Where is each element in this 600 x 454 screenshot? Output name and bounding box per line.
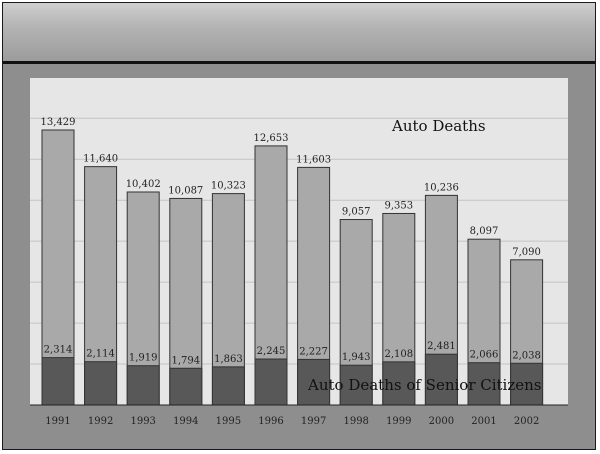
x-tick-label: 1992 [88, 416, 113, 427]
x-tick-label: 1997 [301, 416, 326, 427]
annotation-auto-deaths: Auto Deaths [391, 117, 486, 135]
data-label-auto-deaths: 9,057 [342, 207, 371, 218]
data-label-senior-deaths: 1,794 [171, 355, 200, 366]
bar-senior-deaths [297, 358, 331, 406]
data-label-auto-deaths: 10,402 [126, 179, 161, 190]
bar-senior-deaths [84, 361, 118, 406]
x-axis-ticks: 1991 1992 1993 1994 1995 1996 1997 1998 1999 2000… [45, 416, 539, 427]
data-label-senior-deaths: 2,066 [470, 350, 499, 361]
bar-senior-deaths [339, 364, 373, 406]
data-labels: 13,429 2,314 11,640 2,114 10,402 1,919 10,087 1… [41, 117, 541, 366]
bar-senior-deaths [211, 366, 245, 406]
data-label-auto-deaths: 9,353 [384, 200, 413, 211]
x-tick-label: 2002 [514, 416, 539, 427]
bar-senior-deaths [41, 357, 75, 406]
data-label-auto-deaths: 11,640 [83, 154, 118, 165]
data-label-senior-deaths: 2,114 [86, 349, 115, 360]
x-tick-label: 1991 [45, 416, 70, 427]
data-label-senior-deaths: 2,227 [299, 346, 328, 357]
data-label-auto-deaths: 10,323 [211, 181, 246, 192]
data-label-senior-deaths: 1,943 [342, 352, 371, 363]
data-label-auto-deaths: 10,236 [424, 182, 459, 193]
senior-deaths-series [41, 353, 544, 406]
data-label-auto-deaths: 11,603 [296, 154, 331, 165]
data-label-senior-deaths: 2,038 [512, 350, 541, 361]
x-tick-label: 1994 [173, 416, 198, 427]
data-label-auto-deaths: 7,090 [512, 247, 541, 258]
x-tick-label: 2001 [471, 416, 496, 427]
x-tick-label: 1996 [258, 416, 283, 427]
data-label-senior-deaths: 2,314 [44, 345, 73, 356]
data-label-senior-deaths: 1,863 [214, 354, 243, 365]
data-label-auto-deaths: 13,429 [41, 117, 76, 128]
x-tick-label: 1993 [130, 416, 155, 427]
x-tick-label: 1995 [216, 416, 241, 427]
data-label-senior-deaths: 1,919 [129, 353, 158, 364]
bar-senior-deaths [510, 362, 544, 406]
bar-senior-deaths [169, 367, 203, 406]
data-label-senior-deaths: 2,108 [384, 349, 413, 360]
data-label-auto-deaths: 12,653 [254, 133, 289, 144]
bar-senior-deaths [254, 358, 288, 406]
bar-senior-deaths [424, 353, 458, 406]
annotation-senior-deaths: Auto Deaths of Senior Citizens [307, 376, 542, 394]
data-label-auto-deaths: 10,087 [168, 185, 203, 196]
bar-senior-deaths [126, 365, 160, 406]
data-label-auto-deaths: 8,097 [470, 226, 499, 237]
header-bar [3, 3, 595, 64]
x-tick-label: 2000 [429, 416, 454, 427]
bar-senior-deaths [467, 362, 501, 406]
data-label-senior-deaths: 2,481 [427, 341, 456, 352]
x-tick-label: 1998 [343, 416, 368, 427]
x-tick-label: 1999 [386, 416, 411, 427]
data-label-senior-deaths: 2,245 [257, 346, 286, 357]
